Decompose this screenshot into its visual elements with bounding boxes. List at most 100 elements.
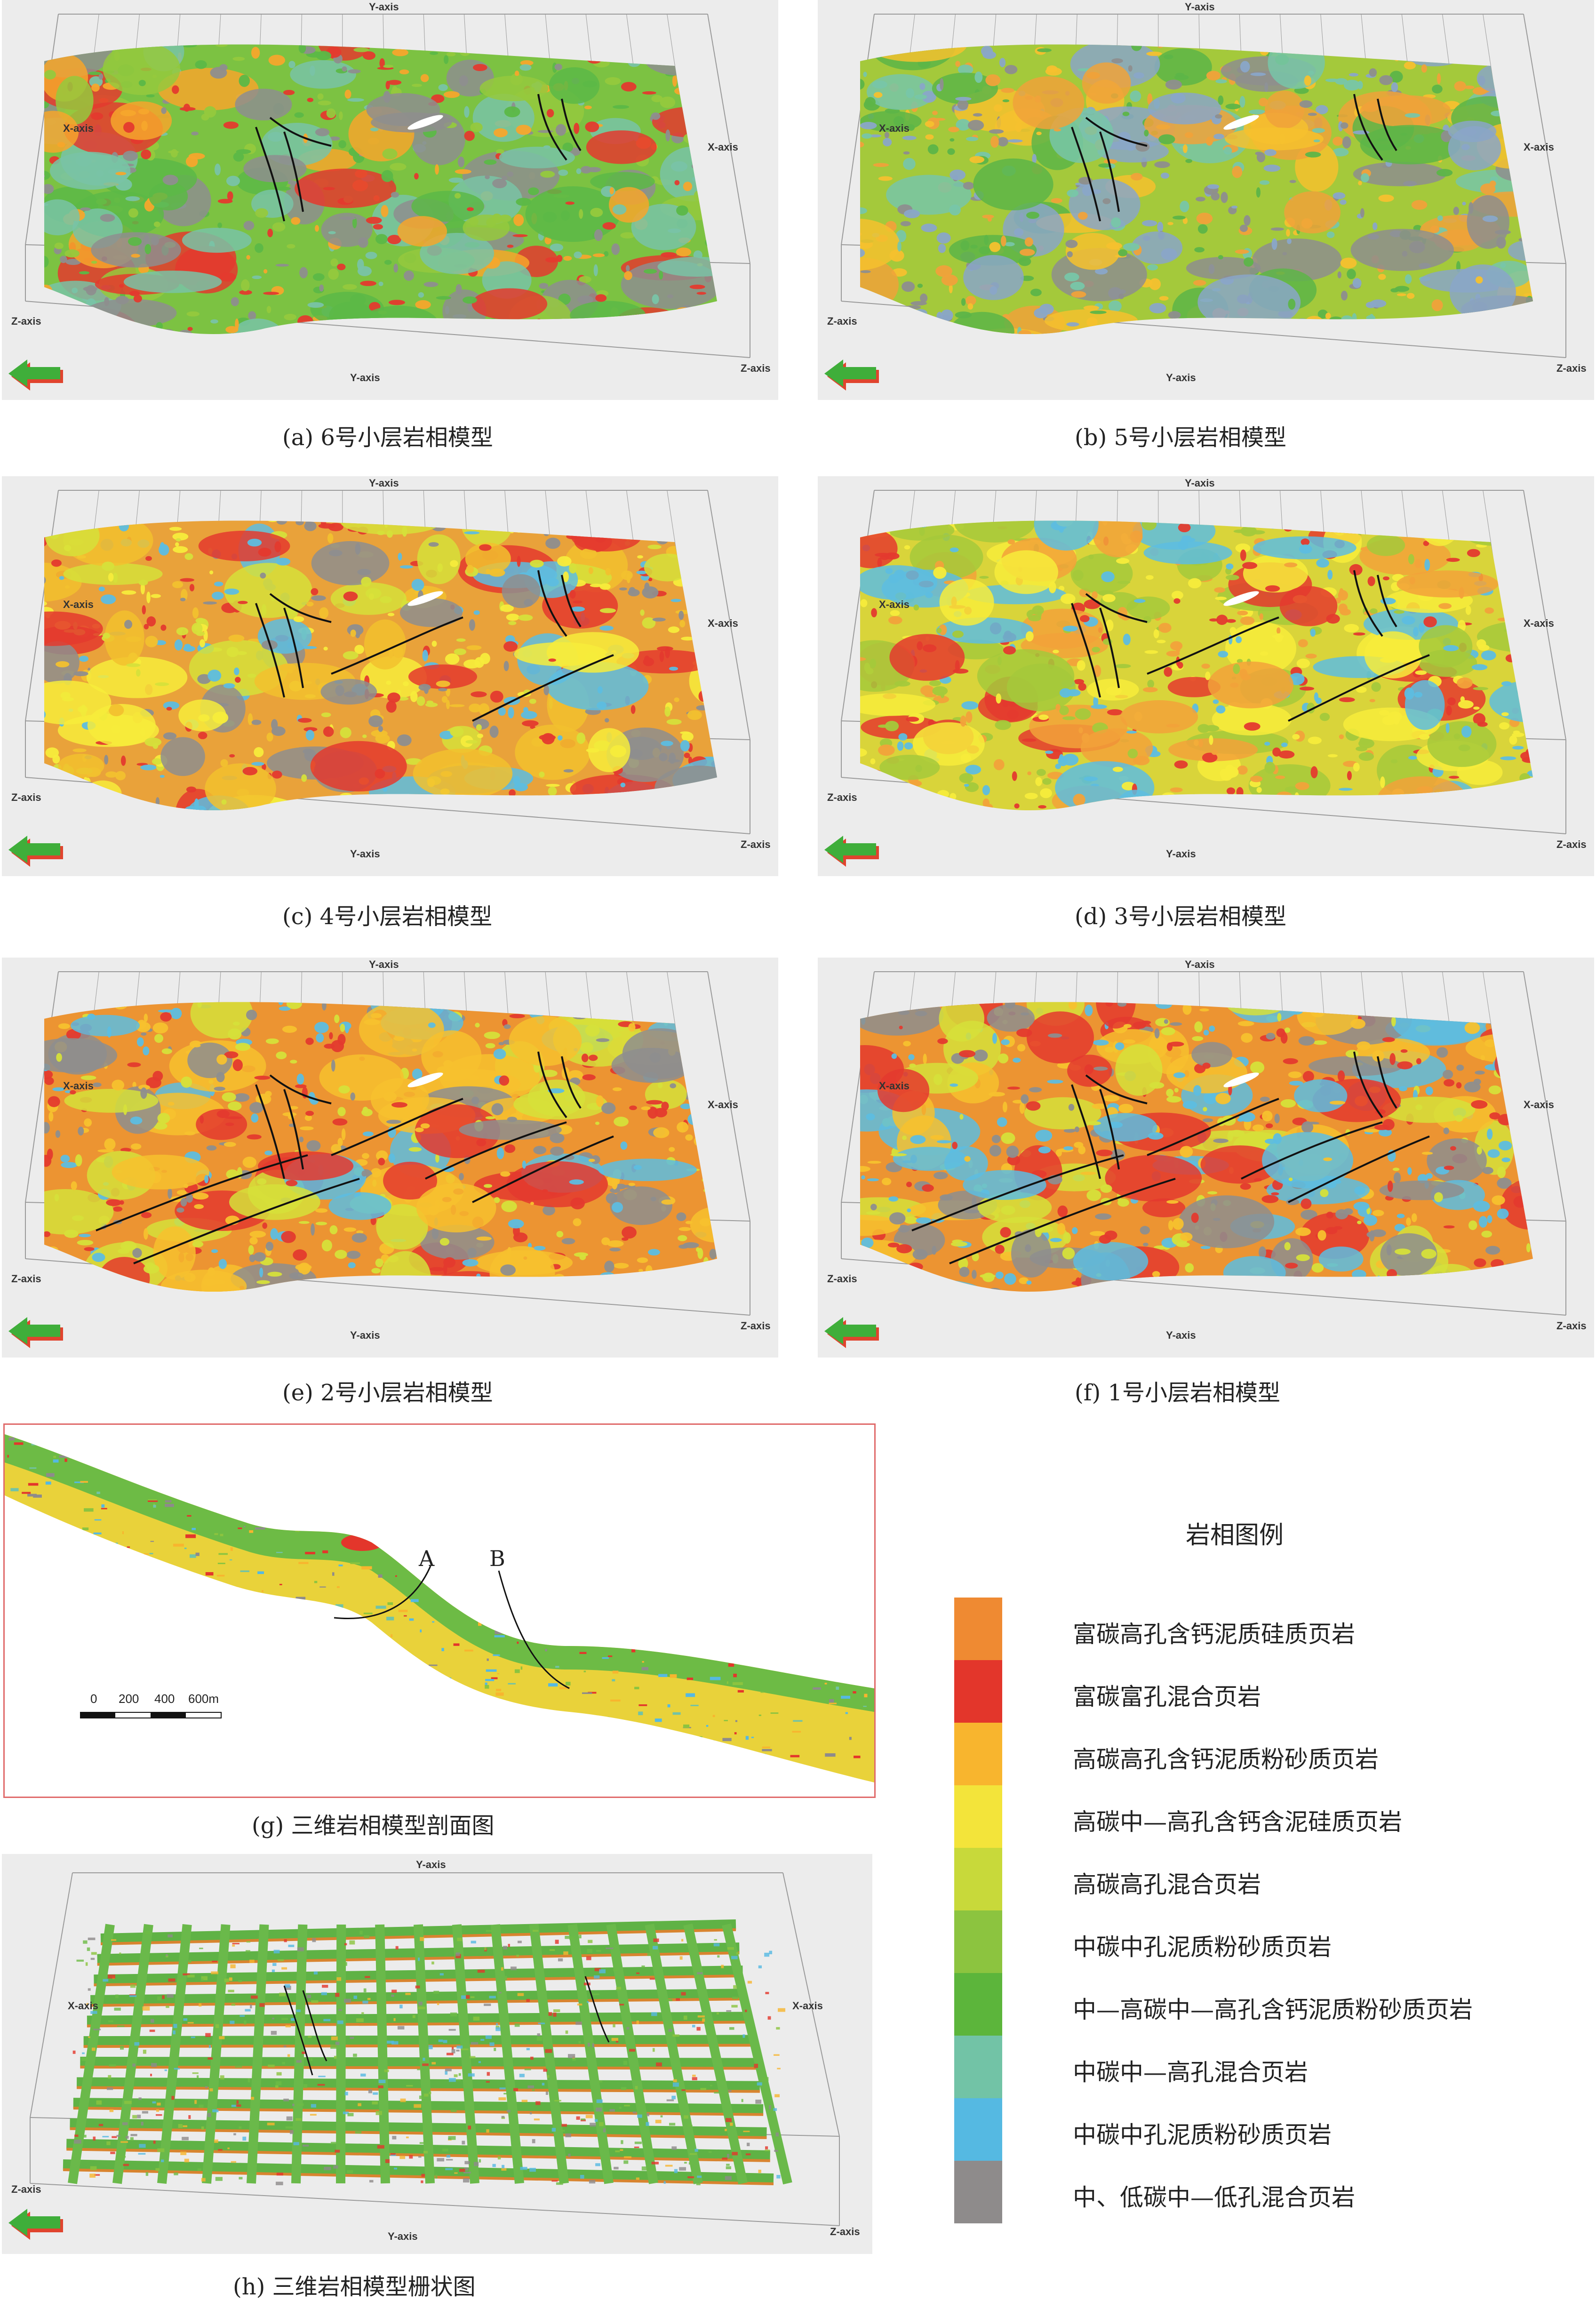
- legend-title: 岩相图例: [1186, 1515, 1284, 1550]
- fence-axis-label-4: Z-axis: [830, 2226, 860, 2237]
- x-axis-label-left: X-axis: [63, 599, 94, 610]
- legend-item: 高碳高孔混合页岩: [954, 1848, 1453, 1910]
- legend-label: 中碳中—高孔混合页岩: [1073, 2053, 1308, 2087]
- z-axis-label-right: Z-axis: [1556, 1320, 1587, 1332]
- x-axis-label-right: X-axis: [708, 1099, 738, 1111]
- caption-a: (a) 6号小层岩相模型: [282, 419, 493, 452]
- z-axis-label-left: Z-axis: [11, 791, 41, 803]
- nav-arrow-icon: [8, 360, 63, 391]
- fence-grid: [63, 1925, 788, 2185]
- scale-tick-200: 200: [119, 1692, 139, 1706]
- legend-swatch: [954, 2098, 1002, 2161]
- y-axis-label-bottom: Y-axis: [1166, 372, 1196, 384]
- nav-arrow-icon: [8, 836, 63, 867]
- legend-swatch: [954, 1848, 1002, 1910]
- layer-model-c: Y-axis X-axis X-axis Z-axis Z-axis Y-axis: [2, 476, 778, 876]
- x-axis-label-right: X-axis: [708, 617, 738, 629]
- legend-swatch: [954, 1723, 1002, 1785]
- x-axis-label-left: X-axis: [879, 1080, 910, 1092]
- legend-item: 中碳中孔泥质粉砂质页岩: [954, 2098, 1453, 2161]
- z-axis-label-right: Z-axis: [741, 362, 771, 374]
- legend-swatch: [954, 1910, 1002, 1973]
- z-axis-label-left: Z-axis: [11, 315, 41, 327]
- legend-item: 中碳中孔泥质粉砂质页岩: [954, 1910, 1453, 1973]
- legend-label: 中、低碳中—低孔混合页岩: [1073, 2179, 1355, 2213]
- z-axis-label-right: Z-axis: [741, 839, 771, 850]
- scale-bar: 0 200 400 600m: [80, 1692, 235, 1731]
- z-axis-label-right: Z-axis: [1556, 362, 1587, 374]
- caption-c: (c) 4号小层岩相模型: [282, 898, 492, 931]
- z-axis-label-right: Z-axis: [741, 1320, 771, 1332]
- x-axis-label-right: X-axis: [1524, 1099, 1554, 1111]
- layer-model-f: Y-axis X-axis X-axis Z-axis Z-axis Y-axis: [818, 958, 1594, 1358]
- legend-swatch: [954, 1973, 1002, 2036]
- legend-item: 富碳高孔含钙泥质硅质页岩: [954, 1598, 1453, 1660]
- marker-a: A: [418, 1546, 435, 1571]
- legend-label: 中—高碳中—高孔含钙泥质粉砂质页岩: [1073, 1991, 1473, 2025]
- caption-d: (d) 3号小层岩相模型: [1075, 898, 1286, 931]
- caption-e: (e) 2号小层岩相模型: [282, 1374, 493, 1407]
- nav-arrow-icon: [824, 836, 879, 867]
- z-axis-label-left: Z-axis: [11, 1273, 41, 1285]
- y-axis-label-top: Y-axis: [369, 477, 399, 489]
- caption-h: (h) 三维岩相模型栅状图: [233, 2268, 476, 2301]
- y-axis-label-bottom: Y-axis: [350, 848, 380, 860]
- x-axis-label-left: X-axis: [879, 122, 910, 134]
- y-axis-label-bottom: Y-axis: [350, 1329, 380, 1341]
- legend-item: 中、低碳中—低孔混合页岩: [954, 2161, 1453, 2223]
- z-axis-label-left: Z-axis: [827, 315, 857, 327]
- legend-item: 中—高碳中—高孔含钙泥质粉砂质页岩: [954, 1973, 1453, 2036]
- legend-swatch: [954, 1598, 1002, 1660]
- legend-swatch: [954, 1785, 1002, 1848]
- fence-axis-label-0: Y-axis: [416, 1859, 446, 1870]
- legend-label: 富碳富孔混合页岩: [1073, 1678, 1261, 1712]
- nav-arrow-icon: [824, 1317, 879, 1348]
- legend-item: 高碳高孔含钙泥质粉砂质页岩: [954, 1723, 1453, 1785]
- legend-swatch: [954, 1660, 1002, 1723]
- nav-arrow-icon: [824, 360, 879, 391]
- legend-label: 富碳高孔含钙泥质硅质页岩: [1073, 1615, 1355, 1649]
- y-axis-label-bottom: Y-axis: [1166, 1329, 1196, 1341]
- y-axis-label-top: Y-axis: [369, 1, 399, 13]
- z-axis-label-left: Z-axis: [827, 1273, 857, 1285]
- caption-b: (b) 5号小层岩相模型: [1075, 419, 1286, 452]
- fence-axis-label-1: X-axis: [68, 2000, 98, 2012]
- y-axis-label-top: Y-axis: [1185, 959, 1215, 970]
- y-axis-label-bottom: Y-axis: [1166, 848, 1196, 860]
- y-axis-label-top: Y-axis: [369, 959, 399, 970]
- legend-label: 高碳高孔含钙泥质粉砂质页岩: [1073, 1741, 1379, 1774]
- caption-g: (g) 三维岩相模型剖面图: [252, 1807, 494, 1840]
- caption-f: (f) 1号小层岩相模型: [1075, 1374, 1280, 1407]
- legend-label: 中碳中孔泥质粉砂质页岩: [1073, 1928, 1332, 1962]
- panel-f: Y-axis X-axis X-axis Z-axis Z-axis Y-axis: [818, 958, 1594, 1358]
- legend-swatch: [954, 2161, 1002, 2223]
- z-axis-label-right: Z-axis: [1556, 839, 1587, 850]
- scale-tick-0: 0: [90, 1692, 97, 1706]
- x-axis-label-left: X-axis: [879, 599, 910, 610]
- legend-swatch: [954, 2036, 1002, 2098]
- legend-label: 高碳高孔混合页岩: [1073, 1866, 1261, 1900]
- fence-axis-label-2: X-axis: [792, 2000, 823, 2012]
- y-axis-label-top: Y-axis: [1185, 1, 1215, 13]
- fence-axis-label-5: Y-axis: [388, 2230, 418, 2242]
- legend-item: 高碳中—高孔含钙含泥硅质页岩: [954, 1785, 1453, 1848]
- scale-tick-600m: 600m: [188, 1692, 219, 1706]
- scale-tick-400: 400: [154, 1692, 175, 1706]
- y-axis-label-top: Y-axis: [1185, 477, 1215, 489]
- nav-arrow-icon: [8, 2209, 63, 2240]
- legend-item: 富碳富孔混合页岩: [954, 1660, 1453, 1723]
- z-axis-label-left: Z-axis: [827, 791, 857, 803]
- x-axis-label-left: X-axis: [63, 122, 94, 134]
